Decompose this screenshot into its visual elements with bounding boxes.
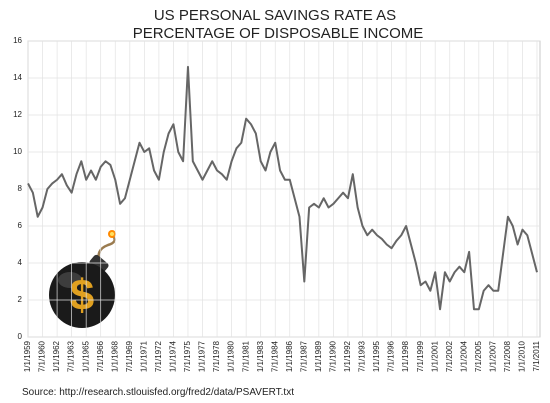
x-tick-label: 7/1/1975 <box>183 340 192 372</box>
y-tick-label: 12 <box>13 110 22 119</box>
data-line <box>27 65 538 311</box>
x-tick-label: 7/1/1996 <box>387 340 396 372</box>
x-tick-label: 1/1/2010 <box>518 340 527 372</box>
x-tick-label: 7/1/1987 <box>299 340 308 372</box>
y-tick-label: 10 <box>13 147 22 156</box>
x-tick-label: 7/1/1963 <box>67 340 76 372</box>
x-tick-label: 1/1/1980 <box>227 340 236 372</box>
x-tick-label: 1/1/1959 <box>23 340 32 372</box>
x-tick-label: 7/1/1969 <box>125 340 134 372</box>
x-tick-label: 7/1/2008 <box>503 340 512 372</box>
y-tick-label: 2 <box>18 295 23 304</box>
x-tick-label: 1/1/1998 <box>401 340 410 372</box>
x-tick-label: 7/1/1972 <box>154 340 163 372</box>
y-tick-label: 4 <box>18 258 23 267</box>
x-tick-label: 7/1/2005 <box>474 340 483 372</box>
x-tick-label: 7/1/1999 <box>416 340 425 372</box>
x-tick-label: 7/1/2002 <box>445 340 454 372</box>
x-tick-label: 7/1/1966 <box>96 340 105 372</box>
x-tick-label: 1/1/1992 <box>343 340 352 372</box>
x-tick-label: 7/1/1978 <box>212 340 221 372</box>
x-tick-label: 1/1/1968 <box>110 340 119 372</box>
x-tick-label: 1/1/1983 <box>256 340 265 372</box>
x-tick-label: 7/1/2011 <box>532 340 541 371</box>
x-tick-label: 1/1/1989 <box>314 340 323 372</box>
svg-text:$: $ <box>70 271 94 320</box>
x-tick-label: 1/1/1971 <box>139 340 148 372</box>
x-tick-label: 1/1/2007 <box>488 340 497 372</box>
x-tick-label: 1/1/2001 <box>430 340 439 372</box>
x-tick-label: 1/1/1965 <box>81 340 90 372</box>
y-tick-label: 0 <box>18 332 23 341</box>
x-tick-label: 1/1/1986 <box>285 340 294 372</box>
y-tick-label: 16 <box>13 36 22 45</box>
y-tick-label: 8 <box>18 184 23 193</box>
y-tick-label: 6 <box>18 221 23 230</box>
chart-title: US PERSONAL SAVINGS RATE AS <box>154 7 396 24</box>
x-tick-label: 7/1/1981 <box>241 340 250 372</box>
x-tick-label: 7/1/1960 <box>38 340 47 372</box>
x-tick-label: 7/1/1993 <box>358 340 367 372</box>
y-tick-label: 14 <box>13 73 22 82</box>
x-tick-label: 1/1/2004 <box>459 340 468 372</box>
x-tick-label: 1/1/1995 <box>372 340 381 372</box>
x-tick-label: 1/1/1974 <box>169 340 178 372</box>
bomb-icon: $ <box>49 230 116 328</box>
source-note: Source: http://research.stlouisfed.org/f… <box>22 387 294 398</box>
x-tick-label: 7/1/1990 <box>329 340 338 372</box>
x-tick-label: 1/1/1962 <box>52 340 61 372</box>
x-tick-label: 7/1/1984 <box>270 340 279 372</box>
x-tick-label: 1/1/1977 <box>198 340 207 372</box>
chart-title: PERCENTAGE OF DISPOSABLE INCOME <box>133 25 424 42</box>
